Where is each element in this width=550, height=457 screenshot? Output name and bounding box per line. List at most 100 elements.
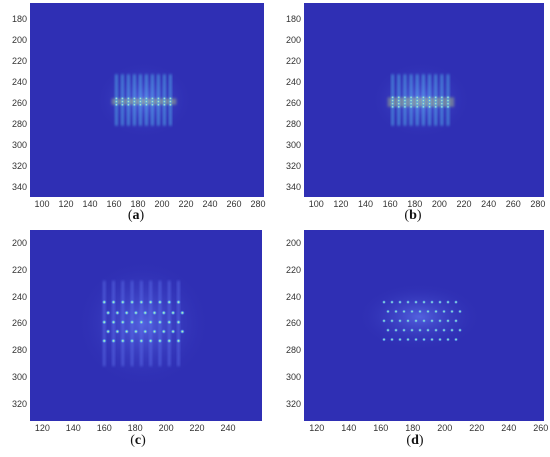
heatmap-svg	[371, 61, 471, 139]
spot	[434, 309, 438, 314]
hot-spot	[138, 102, 143, 107]
x-tick-label: 100	[34, 199, 50, 209]
spot	[454, 337, 458, 342]
hot-spot	[138, 96, 143, 101]
spot	[166, 338, 172, 344]
spot	[176, 338, 181, 344]
spot	[152, 329, 157, 334]
spot	[410, 328, 414, 333]
hot-spot	[409, 95, 413, 100]
x-tick-label: 280	[250, 199, 266, 209]
spot	[386, 328, 390, 333]
spot	[438, 337, 442, 342]
spot	[157, 319, 163, 325]
spot	[139, 319, 144, 325]
x-tick-label: 260	[533, 423, 549, 433]
spot	[139, 338, 144, 344]
y-tick-label: 280	[11, 118, 27, 129]
hot-spot	[126, 102, 131, 107]
y-tick-label: 300	[11, 371, 27, 382]
y-tick-label: 180	[11, 13, 27, 24]
x-tick-label: 120	[58, 199, 74, 209]
hot-spot	[440, 101, 444, 106]
spot	[390, 300, 394, 305]
spot	[129, 319, 135, 325]
hot-spot	[138, 99, 143, 104]
hot-spot	[168, 102, 173, 107]
hot-spot	[415, 105, 420, 109]
spot	[446, 300, 450, 305]
x-tick-label: 140	[358, 199, 374, 209]
spot	[410, 309, 414, 314]
x-tick-label: 200	[431, 199, 447, 209]
y-tick-label: 260	[285, 318, 301, 329]
spot	[180, 329, 185, 334]
hot-spot	[150, 102, 155, 107]
panel-caption: (a)	[127, 208, 145, 223]
spot	[101, 319, 107, 325]
y-tick-label: 340	[285, 181, 301, 192]
spot	[430, 318, 434, 323]
spot	[139, 299, 144, 305]
hot-spot	[427, 95, 432, 100]
hot-spot	[114, 102, 119, 107]
y-tick-label: 300	[11, 139, 27, 150]
y-tick-label: 220	[11, 265, 27, 276]
x-tick-label: 140	[65, 423, 81, 433]
spot	[101, 299, 107, 305]
spot	[434, 328, 438, 333]
y-tick-label: 320	[285, 398, 301, 409]
hot-spot	[132, 102, 137, 107]
x-tick-label: 140	[341, 423, 357, 433]
heatmap-svg	[356, 282, 482, 351]
spot	[115, 310, 120, 316]
spot	[142, 310, 148, 316]
spot	[442, 328, 446, 333]
hot-spot	[433, 95, 438, 100]
spot	[166, 299, 172, 305]
hot-spot	[126, 96, 131, 101]
spot	[386, 309, 390, 314]
heatmap-plot-area	[30, 3, 264, 197]
hot-spot	[156, 96, 161, 101]
spot	[166, 319, 172, 325]
spot	[398, 318, 402, 323]
hot-spot	[446, 98, 450, 103]
y-tick-label: 320	[11, 398, 27, 409]
hot-spot	[120, 96, 125, 101]
x-tick-label: 200	[437, 423, 453, 433]
hot-spot	[415, 98, 420, 103]
y-tick-label: 280	[11, 345, 27, 356]
x-tick-label: 160	[373, 423, 389, 433]
hot-spot	[427, 101, 432, 106]
x-tick-label: 260	[505, 199, 521, 209]
hot-spot	[446, 101, 450, 106]
panel-caption: (c)	[130, 433, 146, 448]
spot	[426, 309, 430, 314]
spot	[111, 338, 116, 344]
spot	[446, 318, 450, 323]
hot-spot	[446, 105, 450, 109]
hot-spot	[403, 101, 407, 106]
y-tick-label: 240	[285, 291, 301, 302]
hot-spot	[390, 101, 395, 106]
hot-spot	[446, 95, 450, 100]
y-tick-label: 300	[285, 139, 301, 150]
spot	[406, 337, 410, 342]
hot-spot	[150, 99, 155, 104]
hot-spot	[162, 102, 167, 107]
hot-spot	[144, 96, 149, 101]
hot-spot	[120, 102, 125, 107]
hot-spot	[132, 96, 137, 101]
spot	[129, 338, 135, 344]
x-tick-label: 240	[501, 423, 517, 433]
x-tick-label: 180	[127, 423, 143, 433]
spot	[394, 309, 398, 314]
hot-spot	[433, 98, 438, 103]
spot	[180, 310, 185, 316]
spot	[450, 309, 454, 314]
y-tick-label: 260	[285, 97, 301, 108]
